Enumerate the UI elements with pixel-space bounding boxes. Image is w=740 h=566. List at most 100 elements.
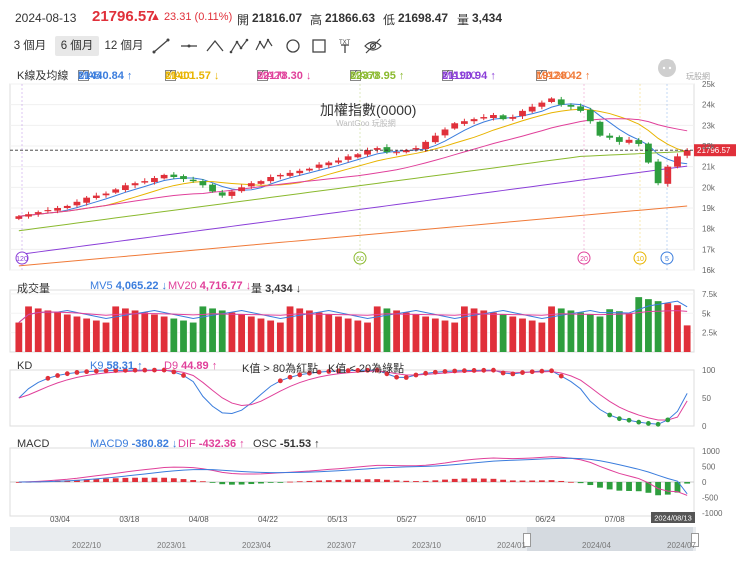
volume-bar	[83, 318, 91, 352]
osc-bar	[374, 479, 381, 482]
candle-body	[209, 184, 216, 192]
d9-line	[18, 369, 688, 421]
candle-body	[160, 174, 168, 179]
navigator-left-handle[interactable]	[523, 533, 531, 547]
candle-body	[335, 160, 342, 163]
legend-value: -51.53 ↑	[279, 438, 320, 450]
macd-tick-label: -500	[702, 493, 719, 502]
hide-drawings-icon[interactable]	[362, 36, 384, 56]
volume-bar	[683, 325, 691, 352]
tab-12-months[interactable]: 12 個月	[104, 40, 144, 52]
osc-bar	[287, 481, 293, 483]
osc-bar	[258, 482, 264, 484]
checkbox-icon[interactable]	[165, 68, 176, 81]
date-tick-label: 06/24	[535, 515, 556, 524]
candle-body	[441, 129, 449, 136]
navigator-right-handle[interactable]	[691, 533, 699, 547]
kd-red-dot	[432, 369, 438, 375]
osc-bar	[316, 480, 323, 482]
volume-bar	[422, 316, 430, 352]
volume-bar	[286, 306, 294, 352]
osc-bar	[422, 480, 429, 482]
macd9-line	[18, 457, 688, 495]
checkbox-icon[interactable]	[350, 68, 361, 81]
candle-body	[451, 123, 459, 129]
abc-pattern-tool-icon[interactable]	[228, 36, 250, 56]
date-tick-label: 03/04	[50, 515, 71, 524]
candle-body	[63, 205, 71, 208]
time-navigator[interactable]: 2022/10 2023/01 2023/04 2023/07 2023/10 2024/…	[10, 527, 699, 551]
volume-bar	[586, 314, 594, 352]
kd-green-dot	[636, 419, 642, 425]
dif-line	[18, 456, 688, 496]
price-tick-label: 21k	[702, 163, 716, 172]
price-tick-label: 17k	[702, 245, 716, 254]
volume-tick-label: 2.5k	[702, 329, 718, 338]
text-tool-icon[interactable]: TXT	[334, 36, 356, 56]
navigator-selected-range[interactable]	[527, 527, 693, 551]
candle-body	[83, 197, 91, 203]
candle-body	[519, 110, 526, 117]
osc-bar	[112, 478, 119, 482]
chart-title: 加權指數(0000)	[320, 102, 417, 118]
legend-name: D9	[164, 360, 182, 372]
volume-bar	[209, 308, 216, 352]
price-tick-label: 18k	[702, 225, 716, 234]
volume-bar	[160, 316, 168, 352]
kd-note-green: K值 < 20為綠點	[328, 363, 405, 375]
abcde-pattern-tool-icon[interactable]	[254, 36, 276, 56]
kd-red-dot	[491, 367, 496, 373]
volume-bar	[548, 306, 555, 352]
osc-bar	[229, 482, 235, 485]
volume-bar	[218, 310, 226, 352]
tab-6-months[interactable]: 6 個月	[55, 36, 99, 56]
macd-tick-label: -1000	[702, 509, 723, 518]
volume-bar	[664, 303, 672, 352]
candle-body	[664, 166, 672, 184]
osc-bar	[413, 481, 419, 482]
kd-green-dot	[665, 417, 671, 423]
kd-green-dot	[616, 416, 622, 422]
volume-bar	[238, 314, 246, 352]
osc-bar	[170, 478, 177, 482]
legend-name: OSC	[253, 438, 280, 450]
checkbox-icon[interactable]	[536, 68, 547, 81]
candle-body	[73, 201, 81, 206]
checkbox-icon[interactable]	[257, 68, 268, 81]
candle-body	[490, 115, 497, 118]
legend-name: 量	[251, 283, 266, 295]
candle-body	[567, 104, 575, 107]
osc-bar	[161, 477, 168, 482]
logo-text: 玩股網	[686, 72, 710, 81]
candle-body	[538, 102, 546, 107]
legend-value: 22378.95 ↑	[350, 70, 405, 82]
osc-bar	[548, 480, 555, 482]
kd-red-dot	[403, 375, 409, 380]
volume-bar	[509, 316, 517, 352]
price-tick-label: 23k	[702, 121, 716, 130]
kd-green-dot	[626, 417, 632, 423]
ma-marker-label: 5	[665, 256, 669, 263]
kd-panel-label: KD	[17, 360, 33, 372]
checkbox-icon[interactable]	[78, 68, 89, 81]
osc-bar	[151, 477, 158, 482]
osc-bar	[74, 479, 80, 482]
horizontal-line-tool-icon[interactable]	[178, 36, 200, 56]
arc-tool-icon[interactable]	[204, 36, 226, 56]
mv5-line	[18, 300, 688, 323]
circle-tool-icon[interactable]	[282, 36, 304, 56]
price-tick-label: 16k	[702, 266, 716, 275]
tab-3-months[interactable]: 3 個月	[13, 40, 47, 52]
rectangle-tool-icon[interactable]	[308, 36, 330, 56]
volume-bar	[451, 322, 459, 352]
ma-legend: K線及均線 MA5 21440.84 ↑MA10 21401.57 ↓MA20 …	[0, 64, 740, 82]
candle-body	[674, 156, 681, 167]
line-tool-icon[interactable]	[150, 36, 172, 56]
osc-bar	[655, 482, 662, 496]
candle-body	[548, 98, 555, 102]
legend-value: 3,434 ↓	[265, 283, 302, 295]
volume-bar	[519, 318, 526, 352]
checkbox-icon[interactable]	[442, 68, 453, 81]
volume-bar	[189, 322, 197, 352]
candle-body	[44, 210, 52, 212]
